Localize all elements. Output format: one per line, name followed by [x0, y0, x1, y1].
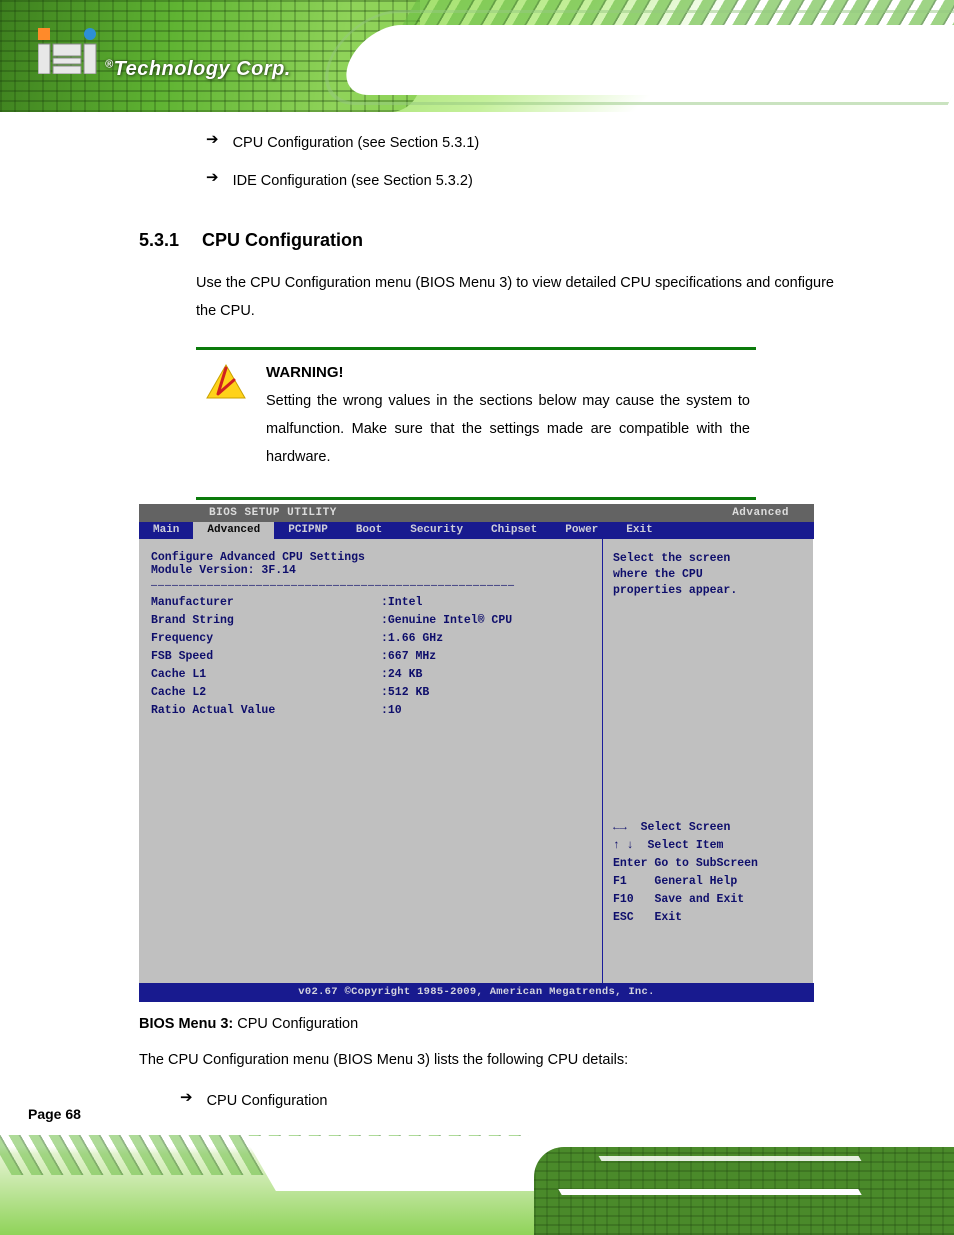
bios-left-panel: Configure Advanced CPU Settings Module V…	[139, 539, 603, 983]
bios-tab-boot[interactable]: Boot	[342, 522, 396, 539]
bios-tab-advanced[interactable]: Advanced	[193, 522, 274, 539]
bullet-text: IDE Configuration (see Section 5.3.2)	[233, 168, 473, 194]
section-number: 5.3.1	[139, 230, 197, 251]
bios-tab-security[interactable]: Security	[396, 522, 477, 539]
bios-separator: ————————————————————————————————————————…	[151, 581, 592, 592]
bios-row: Brand String:Genuine Intel® CPU	[151, 612, 592, 630]
footer-banner	[0, 1127, 954, 1235]
footer-stripe-2	[599, 1156, 862, 1161]
header-curve	[334, 25, 954, 95]
warning-icon	[206, 364, 246, 400]
bios-screenshot: BIOS SETUP UTILITY Advanced Main Advance…	[139, 504, 814, 1002]
header-banner: ®Technology Corp.	[0, 0, 954, 112]
bios-key-legend: ←→ Select Screen ↑ ↓ Select Item Enter G…	[613, 819, 758, 927]
brand-text: ®Technology Corp.	[105, 58, 291, 81]
section-title: CPU Configuration	[202, 230, 363, 250]
bios-tab-pcipnp[interactable]: PCIPNP	[274, 522, 342, 539]
warning-content: WARNING! Setting the wrong values in the…	[266, 364, 750, 471]
bios-row: FSB Speed:667 MHz	[151, 648, 592, 666]
warning-label: WARNING!	[266, 364, 750, 381]
bios-row: Manufacturer:Intel	[151, 594, 592, 612]
bios-footer: v02.67 ©Copyright 1985-2009, American Me…	[139, 983, 814, 1002]
bios-panel-subtitle: Module Version: 3F.14	[151, 564, 592, 577]
bullet-text: CPU Configuration (see Section 5.3.1)	[233, 130, 480, 156]
page-content: ➔ CPU Configuration (see Section 5.3.1) …	[0, 112, 954, 1126]
warning-box: WARNING! Setting the wrong values in the…	[196, 347, 756, 500]
arrow-right-icon: ➔	[180, 1088, 193, 1114]
arrow-right-icon: ➔	[206, 130, 219, 156]
warning-body: WARNING! Setting the wrong values in the…	[196, 350, 756, 497]
iei-logo-icon	[38, 28, 100, 74]
warning-text: Setting the wrong values in the sections…	[266, 381, 750, 471]
bios-row: Cache L1:24 KB	[151, 666, 592, 684]
bios-help-text: Select the screen where the CPU properti…	[613, 551, 803, 599]
cpu-detail-text: The CPU Configuration menu (BIOS Menu 3)…	[0, 1032, 954, 1074]
caption-label: BIOS Menu 3:	[139, 1016, 233, 1032]
section-intro: Use the CPU Configuration menu (BIOS Men…	[0, 251, 954, 325]
list-item: ➔ CPU Configuration	[180, 1088, 854, 1114]
list-item: ➔ CPU Configuration (see Section 5.3.1)	[206, 130, 854, 156]
bios-row: Ratio Actual Value:10	[151, 702, 592, 720]
bios-title-right: Advanced	[732, 504, 814, 522]
bios-title: BIOS SETUP UTILITY	[139, 504, 337, 522]
bios-tab-power[interactable]: Power	[551, 522, 612, 539]
bottom-bullet-list: ➔ CPU Configuration	[0, 1074, 954, 1114]
bios-tabbar: Main Advanced PCIPNP Boot Security Chips…	[139, 522, 814, 539]
section-heading: 5.3.1 CPU Configuration	[0, 206, 954, 251]
bios-body: Configure Advanced CPU Settings Module V…	[139, 539, 814, 983]
page-number: Page 68	[28, 1106, 81, 1122]
bios-row: Frequency:1.66 GHz	[151, 630, 592, 648]
arrow-right-icon: ➔	[206, 168, 219, 194]
bios-right-panel: Select the screen where the CPU properti…	[603, 539, 813, 983]
top-bullet-list: ➔ CPU Configuration (see Section 5.3.1) …	[0, 112, 954, 194]
caption-text: CPU Configuration	[233, 1016, 358, 1032]
bios-titlebar: BIOS SETUP UTILITY Advanced	[139, 504, 814, 522]
bios-tab-chipset[interactable]: Chipset	[477, 522, 551, 539]
footer-stripe	[558, 1189, 861, 1195]
bios-panel-title: Configure Advanced CPU Settings	[151, 551, 592, 564]
warning-rule-bottom	[196, 497, 756, 500]
brand-logo	[38, 28, 100, 74]
bios-tab-main[interactable]: Main	[139, 522, 193, 539]
bullet-text: CPU Configuration	[207, 1088, 328, 1114]
figure-caption: BIOS Menu 3: CPU Configuration	[139, 1016, 954, 1032]
bios-tab-exit[interactable]: Exit	[612, 522, 666, 539]
brand-name: Technology Corp.	[114, 58, 291, 80]
bios-row: Cache L2:512 KB	[151, 684, 592, 702]
registered-mark: ®	[105, 58, 114, 70]
list-item: ➔ IDE Configuration (see Section 5.3.2)	[206, 168, 854, 194]
